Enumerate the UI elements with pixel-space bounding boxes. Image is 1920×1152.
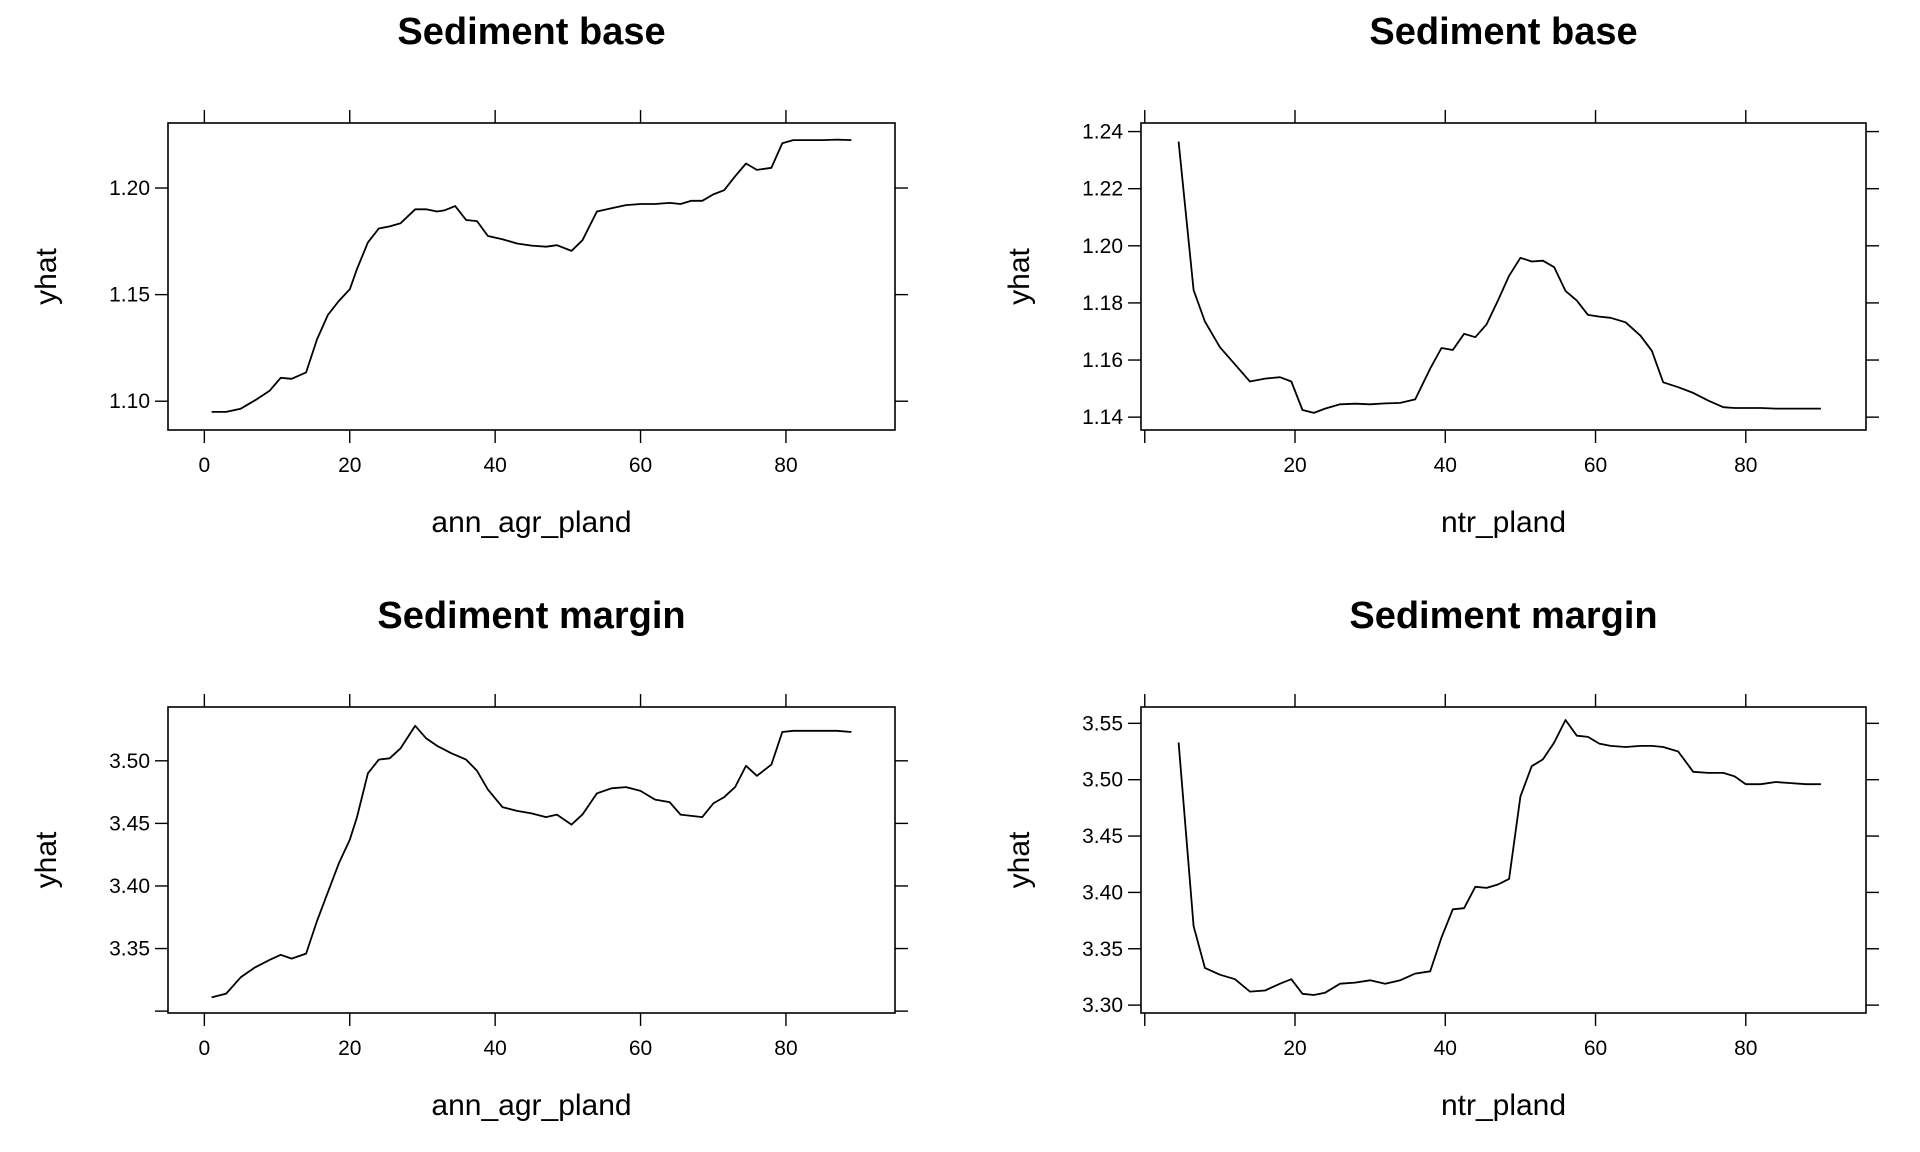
y-tick-label: 3.30 <box>1082 994 1123 1017</box>
x-tick-label: 80 <box>774 1037 797 1060</box>
plot-frame <box>167 122 896 431</box>
panel-3: Sediment margin 0 20 40 60 80 3.35 3.40 3.45 3.50… <box>30 595 908 1122</box>
panel-4: Sediment margin 20 40 60 80 3.30 3.35 3.40 3.45 3… <box>1003 595 1879 1122</box>
y-axis-label: yhat <box>1003 247 1036 304</box>
chart-title: Sediment margin <box>1349 595 1657 637</box>
x-tick-label: 40 <box>483 454 506 477</box>
plot-frame <box>1140 706 1867 1014</box>
y-tick-label: 1.24 <box>1082 121 1123 144</box>
y-tick-label: 3.50 <box>109 750 150 773</box>
panel-1: Sediment base 0 20 40 60 80 1.10 1.15 1.20 ann_ag… <box>30 11 908 539</box>
x-tick-label: 40 <box>1434 1037 1457 1060</box>
x-tick-label: 0 <box>199 1037 211 1060</box>
y-tick-label: 1.16 <box>1082 349 1123 372</box>
y-tick-label: 1.20 <box>109 177 150 200</box>
y-tick-label: 1.22 <box>1082 178 1123 201</box>
series-line <box>211 724 852 999</box>
series-line <box>1177 719 1821 996</box>
x-tick-label: 40 <box>483 1037 506 1060</box>
y-tick-label: 3.50 <box>1082 769 1123 792</box>
x-axis-label: ntr_pland <box>1441 1089 1566 1122</box>
y-tick-label: 3.45 <box>1082 825 1123 848</box>
y-tick-label: 3.35 <box>109 938 150 961</box>
y-tick-label: 1.14 <box>1082 406 1123 429</box>
x-tick-label: 80 <box>774 454 797 477</box>
y-tick-label: 1.18 <box>1082 292 1123 315</box>
chart-title: Sediment base <box>397 11 665 53</box>
panel-2: Sediment base 20 40 60 80 1.14 1.16 1.18 1.20 1.2… <box>1003 11 1879 539</box>
y-axis-label: yhat <box>1003 831 1036 888</box>
y-tick-label: 3.35 <box>1082 938 1123 961</box>
x-axis-label: ntr_pland <box>1441 506 1566 539</box>
plot-frame <box>167 706 896 1014</box>
x-axis-label: ann_agr_pland <box>431 1089 631 1122</box>
x-tick-label: 20 <box>1283 454 1306 477</box>
series-line <box>1177 141 1821 414</box>
chart-title: Sediment base <box>1369 11 1637 53</box>
y-tick-label: 3.40 <box>109 875 150 898</box>
y-tick-label: 3.55 <box>1082 712 1123 735</box>
y-axis-label: yhat <box>30 831 63 888</box>
y-tick-label: 1.10 <box>109 390 150 413</box>
y-tick-label: 1.15 <box>109 284 150 307</box>
x-axis-label: ann_agr_pland <box>431 506 631 539</box>
x-tick-label: 20 <box>1283 1037 1306 1060</box>
x-tick-label: 80 <box>1734 1037 1757 1060</box>
x-tick-label: 80 <box>1734 454 1757 477</box>
y-tick-label: 3.40 <box>1082 881 1123 904</box>
y-axis-label: yhat <box>30 247 63 304</box>
x-tick-label: 60 <box>629 1037 652 1060</box>
series-line <box>211 138 852 413</box>
x-tick-label: 60 <box>1584 1037 1607 1060</box>
y-tick-label: 3.45 <box>109 812 150 835</box>
x-tick-label: 60 <box>629 454 652 477</box>
x-tick-label: 20 <box>338 1037 361 1060</box>
x-tick-label: 20 <box>338 454 361 477</box>
x-tick-label: 60 <box>1584 454 1607 477</box>
x-tick-label: 40 <box>1434 454 1457 477</box>
chart-title: Sediment margin <box>377 595 685 637</box>
plot-frame <box>1140 122 1867 431</box>
y-tick-label: 1.20 <box>1082 235 1123 258</box>
x-tick-label: 0 <box>199 454 211 477</box>
